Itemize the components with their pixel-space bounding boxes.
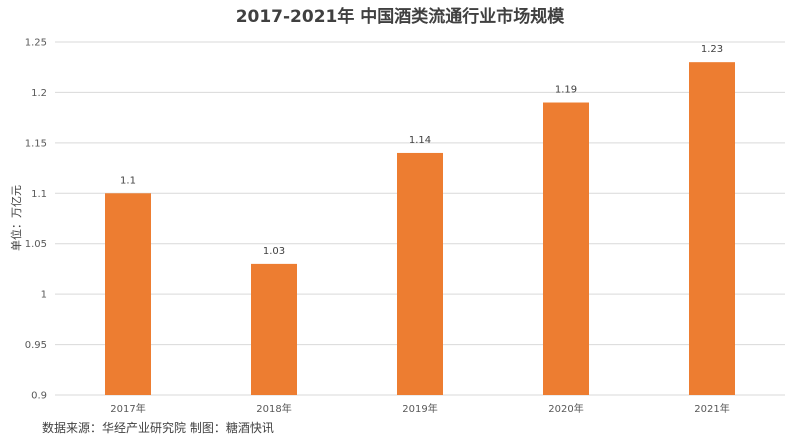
x-tick-label: 2019年 bbox=[402, 402, 437, 415]
y-axis-ticks: 0.9 0.95 1 1.05 1.1 1.15 1.2 1.25 bbox=[25, 38, 47, 402]
bar bbox=[543, 102, 589, 395]
bar bbox=[689, 62, 735, 396]
y-tick-label: 1.15 bbox=[25, 138, 47, 149]
x-axis-ticks: 2017年 2018年 2019年 2020年 2021年 bbox=[110, 402, 729, 415]
x-tick-label: 2021年 bbox=[694, 402, 729, 415]
data-labels: 1.1 1.03 1.14 1.19 1.23 bbox=[120, 44, 723, 257]
y-tick-label: 0.9 bbox=[31, 391, 47, 402]
data-label: 1.14 bbox=[409, 135, 431, 146]
bars bbox=[105, 62, 735, 396]
x-tick-label: 2018年 bbox=[256, 402, 291, 415]
y-tick-label: 1.05 bbox=[25, 239, 47, 250]
y-tick-label: 1.2 bbox=[31, 88, 47, 99]
y-tick-label: 1.1 bbox=[31, 189, 47, 200]
data-label: 1.19 bbox=[555, 85, 577, 96]
data-label: 1.03 bbox=[263, 246, 285, 257]
data-label: 1.23 bbox=[701, 44, 723, 55]
bar bbox=[105, 193, 151, 395]
source-note: 数据来源：华经产业研究院 制图：糖酒快讯 bbox=[42, 420, 274, 435]
data-label: 1.1 bbox=[120, 175, 136, 186]
y-tick-label: 0.95 bbox=[25, 340, 47, 351]
x-tick-label: 2017年 bbox=[110, 402, 145, 415]
x-tick-label: 2020年 bbox=[548, 402, 583, 415]
y-tick-label: 1 bbox=[41, 290, 47, 301]
bar bbox=[251, 263, 297, 395]
bar bbox=[397, 152, 443, 395]
chart-title: 2017-2021年 中国酒类流通行业市场规模 bbox=[236, 6, 566, 27]
y-axis-label: 单位：万亿元 bbox=[9, 185, 23, 251]
y-tick-label: 1.25 bbox=[25, 38, 47, 49]
